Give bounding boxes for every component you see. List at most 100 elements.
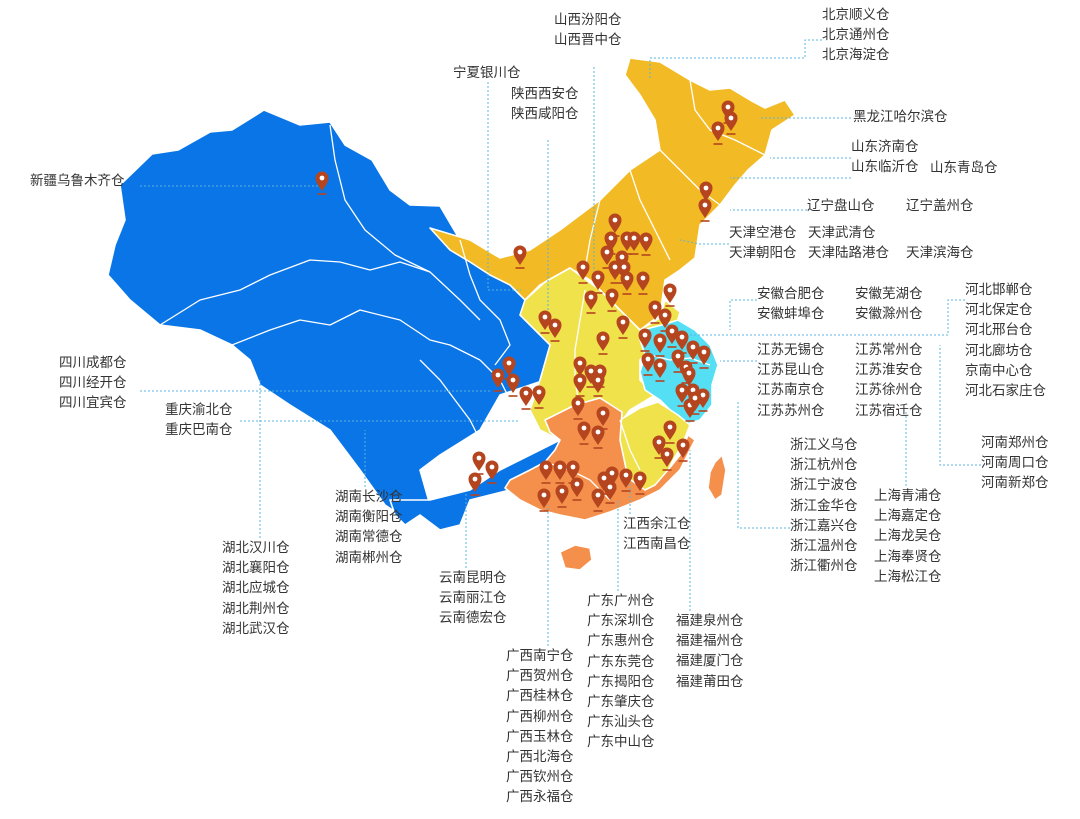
warehouse-label: 安徽蚌埠仓 (757, 306, 825, 323)
warehouse-markers (315, 100, 738, 512)
warehouse-label: 江苏无锡仓 (757, 342, 825, 358)
warehouse-label: 陕西西安仓 (511, 86, 579, 102)
map-pin-icon (605, 288, 619, 312)
warehouse-label: 宁夏银川仓 (453, 65, 521, 81)
map-pin-icon (627, 231, 641, 255)
warehouse-label: 河北邯郸仓 (965, 282, 1033, 298)
map-pin-icon (663, 283, 677, 307)
map-pin-icon (616, 315, 630, 339)
map-pin-icon (633, 471, 647, 495)
warehouse-label: 广西桂林仓 (506, 688, 574, 705)
warehouse-label: 江苏常州仓 (855, 342, 923, 358)
province-border (459, 239, 511, 366)
warehouse-label: 福建莆田仓 (676, 673, 744, 690)
warehouse-label: 湖北汉川仓 (222, 540, 290, 556)
warehouse-label: 浙江杭州仓 (790, 457, 858, 474)
warehouse-label: 河北邢台仓 (965, 322, 1033, 339)
label-group-liaoning-gaizhou: 辽宁盖州仓 (906, 196, 974, 216)
warehouse-label: 湖北应城仓 (222, 580, 290, 597)
map-pin-icon (596, 331, 610, 355)
warehouse-label: 浙江宁波仓 (790, 477, 858, 494)
map-pin-icon (532, 385, 546, 409)
warehouse-label: 广西永福仓 (506, 789, 574, 806)
warehouse-label: 湖北武汉仓 (222, 620, 290, 637)
label-group-tianjin-a: 天津空港仓 天津朝阳仓 (729, 223, 797, 263)
province-border (659, 149, 721, 206)
map-pin-icon (553, 460, 567, 484)
warehouse-label: 广西南宁仓 (506, 648, 574, 664)
province-border (329, 124, 431, 273)
leader-line (737, 400, 790, 529)
warehouse-label: 上海嘉定仓 (874, 508, 942, 525)
warehouse-label: 上海青浦仓 (874, 488, 942, 504)
map-pin-icon (519, 386, 533, 410)
warehouse-label: 广西钦州仓 (506, 769, 574, 786)
map-pin-icon (724, 111, 738, 135)
map-pin-icon (688, 391, 702, 415)
map-pin-icon (619, 468, 633, 492)
map-pin-icon (576, 260, 590, 284)
map-pin-icon (663, 420, 677, 444)
province-border (689, 79, 766, 156)
map-pin-icon (653, 333, 667, 357)
label-group-sichuan: 四川成都仓 四川经开仓 四川宜宾仓 (59, 353, 127, 414)
warehouse-label: 浙江金华仓 (790, 497, 858, 514)
warehouse-label: 山西晋中仓 (554, 32, 622, 49)
province-borders (159, 79, 766, 501)
map-pin-icon (537, 488, 551, 512)
warehouse-label: 广东揭阳仓 (587, 673, 655, 690)
warehouse-label: 湖南长沙仓 (335, 489, 403, 505)
province-border (619, 419, 641, 471)
map-pin-icon (603, 480, 617, 504)
warehouse-label: 江苏徐州仓 (855, 382, 923, 399)
warehouse-label: 浙江义乌仓 (790, 437, 858, 453)
label-group-shanghai: 上海青浦仓 上海嘉定仓 上海龙吴仓 上海奉贤仓 上海松江仓 (874, 486, 942, 587)
label-group-ningxia: 宁夏银川仓 (453, 63, 521, 83)
map-pin-icon (577, 421, 591, 445)
province-border (574, 289, 586, 411)
map-pin-icon (641, 352, 655, 376)
map-pin-icon (638, 328, 652, 352)
warehouse-label: 广东惠州仓 (587, 633, 655, 650)
warehouse-label: 辽宁盘山仓 (807, 198, 875, 214)
warehouse-label: 山西汾阳仓 (554, 12, 622, 28)
map-pin-icon (548, 318, 562, 342)
map-pin-icon (491, 368, 505, 392)
map-pin-icon (584, 290, 598, 314)
label-group-heilongjiang: 黑龙江哈尔滨仓 (853, 107, 948, 127)
map-pin-icon (555, 484, 569, 508)
label-group-tianjin-b: 天津武清仓 天津陆路港仓 (808, 223, 889, 263)
map-pin-icon (472, 451, 486, 475)
warehouse-label: 重庆巴南仓 (165, 422, 233, 439)
warehouse-label: 云南德宏仓 (439, 610, 507, 627)
warehouse-label: 天津陆路港仓 (808, 245, 889, 262)
warehouse-label: 河南新郑仓 (981, 475, 1049, 492)
label-group-guangxi: 广西南宁仓 广西贺州仓 广西桂林仓 广西柳州仓 广西玉林仓 广西北海仓 广西钦州仓 广西永福仓 (506, 646, 574, 808)
leader-line (679, 239, 729, 245)
warehouse-label: 江苏昆山仓 (757, 362, 825, 379)
map-pin-icon (506, 373, 520, 397)
map-pin-icon (570, 477, 584, 501)
label-group-jiangxi: 江西余江仓 江西南昌仓 (623, 514, 691, 554)
map-pin-icon (639, 232, 653, 256)
warehouse-label: 广西贺州仓 (506, 668, 574, 685)
map-pin-icon (538, 310, 552, 334)
warehouse-label: 四川经开仓 (59, 375, 127, 392)
warehouse-label: 湖南郴州仓 (335, 549, 403, 566)
province-border (479, 359, 531, 411)
map-pin-icon (485, 460, 499, 484)
map-pin-icon (539, 460, 553, 484)
warehouse-label: 天津朝阳仓 (729, 245, 797, 262)
label-group-anhui-a: 安徽合肥仓 安徽蚌埠仓 (757, 284, 825, 324)
warehouse-label: 广西北海仓 (506, 748, 574, 765)
map-pin-icon (591, 373, 605, 397)
label-group-chongqing: 重庆渝北仓 重庆巴南仓 (165, 400, 233, 440)
warehouse-label: 江苏宿迁仓 (855, 402, 923, 419)
warehouse-label: 广东深圳仓 (587, 613, 655, 630)
warehouse-label: 安徽芜湖仓 (855, 286, 923, 302)
warehouse-label: 浙江温州仓 (790, 537, 858, 554)
warehouse-label: 北京海淀仓 (822, 47, 890, 64)
warehouse-label: 山东济南仓 (851, 139, 919, 155)
